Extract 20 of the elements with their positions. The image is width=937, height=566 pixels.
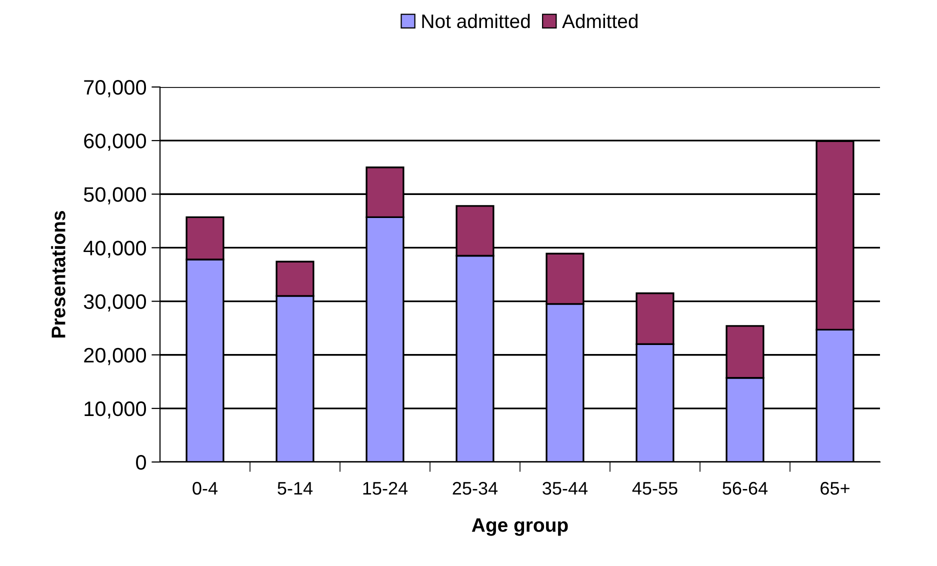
legend-label: Not admitted xyxy=(422,14,530,28)
y-tick-label: 10,000 xyxy=(84,401,146,419)
y-tick-label: 50,000 xyxy=(84,187,146,204)
x-tick-label: 35-44 xyxy=(542,482,588,495)
x-tick-label: 15-24 xyxy=(363,482,408,495)
x-tick-label: 65+ xyxy=(820,482,850,495)
x-tick-label: 5-14 xyxy=(278,482,313,495)
y-axis-title: Presentations xyxy=(51,210,66,338)
y-tick-label: 70,000 xyxy=(84,80,146,98)
x-tick-label: 25-34 xyxy=(452,482,498,495)
x-tick-label: 56-64 xyxy=(722,482,768,495)
x-tick-label: 45-55 xyxy=(632,482,678,495)
y-tick-label: 30,000 xyxy=(84,294,146,312)
legend-label: Admitted xyxy=(562,14,638,28)
y-tick-label: 0 xyxy=(136,455,146,470)
y-tick-label: 40,000 xyxy=(84,240,146,258)
x-axis-title: Age group xyxy=(472,518,568,536)
x-tick-label: 0-4 xyxy=(192,482,218,495)
y-tick-label: 20,000 xyxy=(84,348,146,366)
y-tick-label: 60,000 xyxy=(84,134,146,151)
